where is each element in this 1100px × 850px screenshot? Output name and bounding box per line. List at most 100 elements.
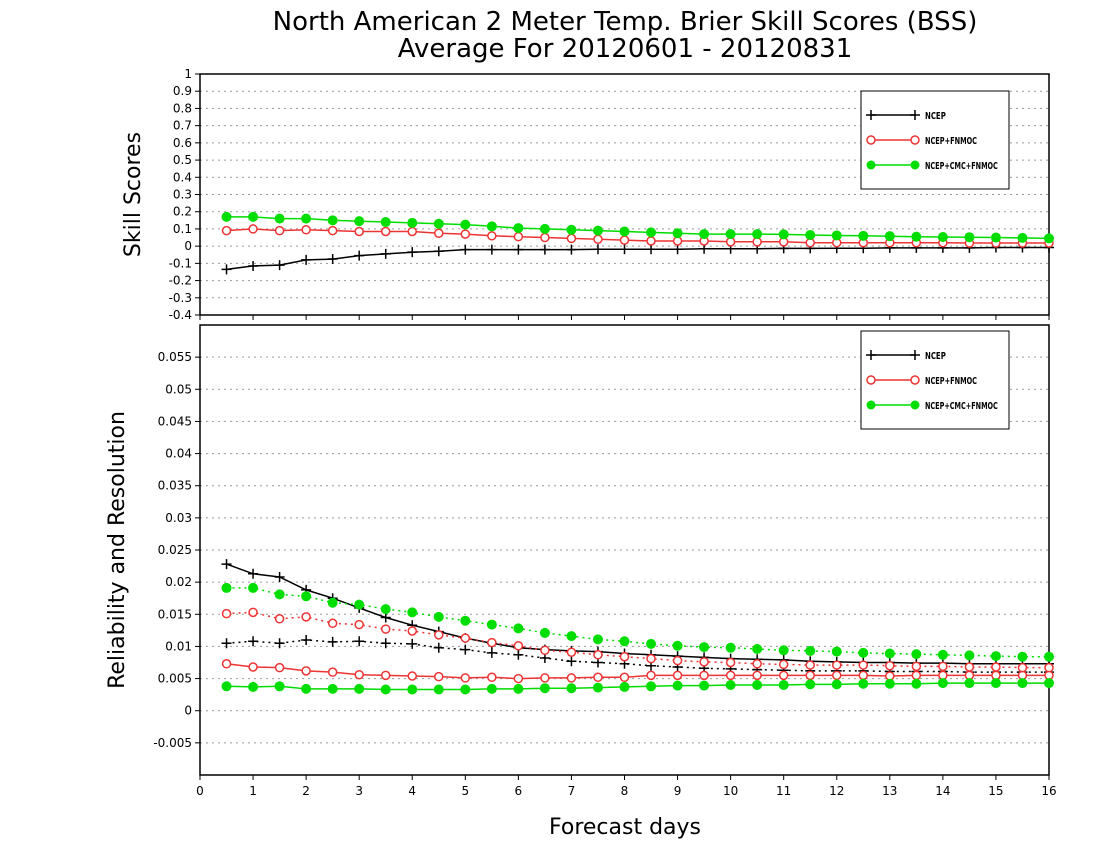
data-point [486, 647, 497, 658]
data-point [911, 649, 922, 660]
y-tick-label: -0.005 [153, 736, 192, 750]
data-point [831, 230, 842, 241]
data-point [725, 670, 736, 681]
data-point [301, 683, 312, 694]
x-tick-label: 9 [674, 784, 682, 798]
data-point [672, 640, 683, 651]
data-point [566, 224, 577, 235]
data-point [221, 659, 232, 669]
data-point [539, 244, 550, 255]
data-point [380, 226, 391, 237]
x-tick-label: 4 [408, 784, 416, 798]
data-point [486, 221, 497, 232]
data-point [1017, 662, 1028, 673]
data-point [699, 657, 709, 667]
data-point [486, 619, 497, 630]
data-point [327, 683, 338, 694]
data-point [486, 244, 497, 255]
x-axis-title: Forecast days [549, 815, 701, 840]
data-point [911, 231, 922, 242]
data-point [672, 655, 683, 666]
plot-frame [199, 324, 1050, 776]
data-point [407, 217, 418, 228]
data-point [858, 230, 869, 241]
data-point [407, 638, 418, 649]
data-point [248, 260, 259, 271]
data-point [274, 213, 285, 224]
data-point [380, 684, 391, 695]
legend-marker [866, 110, 876, 120]
data-point [964, 650, 975, 661]
data-point [248, 582, 259, 593]
data-point [274, 260, 285, 271]
x-tick-label: 11 [776, 784, 791, 798]
series-line [226, 639, 1049, 673]
x-tick-label: 15 [988, 784, 1003, 798]
data-point [274, 589, 285, 600]
data-point [884, 648, 895, 659]
data-point [274, 681, 285, 692]
data-point [221, 681, 232, 692]
data-point [619, 651, 630, 662]
data-point [619, 672, 630, 683]
data-point [778, 229, 789, 240]
data-point [354, 599, 365, 610]
data-point [221, 225, 232, 236]
data-point [513, 673, 524, 684]
data-point [327, 636, 338, 647]
data-point [646, 653, 656, 664]
data-point [805, 229, 816, 240]
data-point [566, 233, 577, 244]
legend-marker [910, 135, 920, 145]
y-tick-label: 0 [184, 704, 192, 718]
data-point [938, 661, 948, 672]
data-point [646, 244, 657, 255]
skill-scores-panel: -0.4 -0.3 -0.2 -0.1 0 0.1 0.2 0.3 0.4 0.5 0.6 0.7 0.… [121, 67, 1054, 322]
x-tick-label: 8 [621, 784, 629, 798]
data-point [513, 641, 524, 651]
data-point [460, 633, 471, 643]
y-tick-label: 0.8 [173, 101, 192, 115]
data-point [619, 636, 630, 647]
data-point [566, 647, 577, 657]
y-axis-title: Skill Scores [121, 132, 146, 257]
data-point [831, 646, 842, 657]
data-point [380, 670, 391, 681]
data-point [221, 608, 232, 619]
data-point [354, 683, 365, 694]
data-point [566, 244, 577, 255]
data-point [592, 682, 603, 693]
y-tick-label: -0.2 [169, 274, 192, 288]
data-point [725, 229, 736, 240]
legend-label: NCEP [925, 351, 946, 362]
legend-marker [910, 400, 920, 410]
data-point [964, 678, 975, 689]
data-point [858, 678, 869, 689]
data-point [752, 680, 763, 690]
data-point [460, 219, 471, 230]
data-point [699, 642, 710, 653]
data-point [487, 637, 497, 648]
data-point [460, 644, 471, 655]
y-tick-label: 0.035 [158, 479, 192, 493]
data-point [725, 642, 736, 653]
y-tick-label: 0.7 [173, 119, 192, 133]
data-point [248, 636, 259, 647]
y-tick-label: 0.015 [158, 607, 192, 621]
data-point [301, 591, 312, 602]
data-point [407, 626, 417, 636]
chart-title-line2: Average For 20120601 - 20120831 [398, 34, 853, 64]
data-point [699, 670, 709, 681]
data-point [752, 670, 762, 681]
data-point [619, 235, 630, 245]
data-point [805, 645, 816, 656]
data-point [540, 645, 550, 656]
data-point [778, 680, 789, 690]
legend-marker [910, 375, 920, 385]
data-point [1017, 232, 1028, 243]
data-point [434, 228, 444, 238]
series-line [226, 563, 1049, 665]
data-point [301, 254, 312, 265]
x-tick-label: 16 [1041, 784, 1056, 798]
